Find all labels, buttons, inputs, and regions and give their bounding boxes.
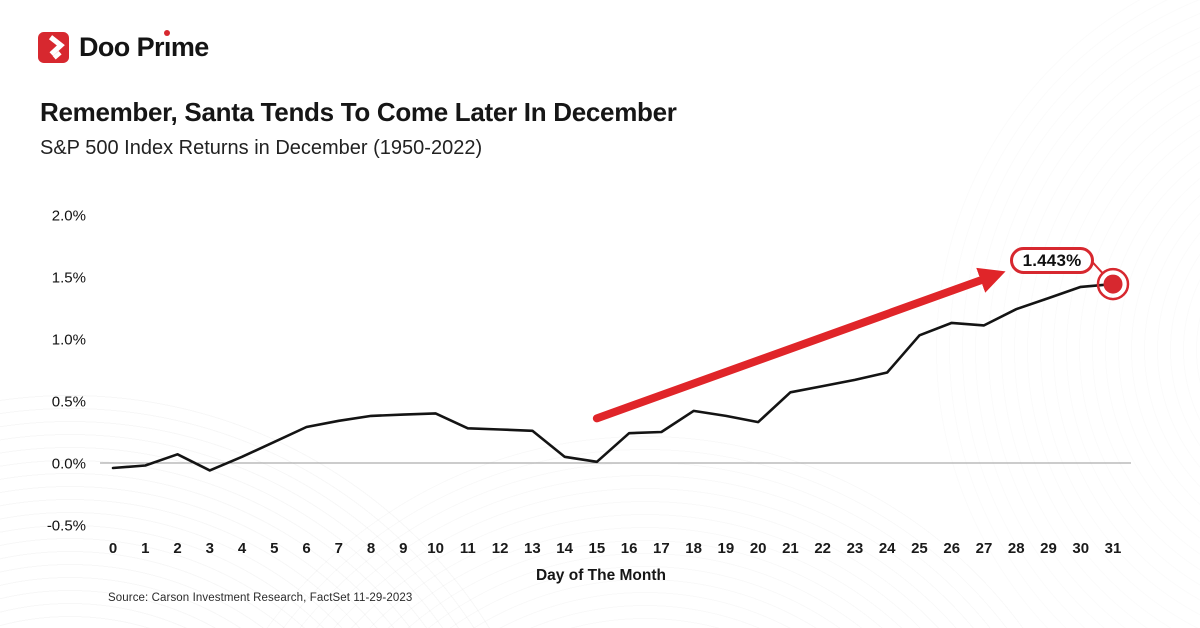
y-tick-label: 1.0% <box>52 332 86 349</box>
x-tick-label: 7 <box>335 540 343 557</box>
x-tick-label: 18 <box>685 540 702 557</box>
x-tick-label: 4 <box>238 540 247 557</box>
endpoint-dot <box>1103 274 1123 294</box>
x-tick-label: 20 <box>750 540 767 557</box>
x-tick-label: 12 <box>492 540 509 557</box>
x-tick-label: 6 <box>302 540 310 557</box>
x-tick-label: 15 <box>589 540 606 557</box>
x-tick-label: 17 <box>653 540 670 557</box>
x-tick-label: 10 <box>427 540 444 557</box>
x-tick-label: 27 <box>976 540 993 557</box>
doo-prime-logo: Doo Prı me <box>38 30 209 63</box>
y-tick-label: 2.0% <box>52 208 86 225</box>
wordmark-part: Doo Pr <box>79 32 165 62</box>
x-tick-label: 14 <box>556 540 573 557</box>
x-tick-label: 31 <box>1105 540 1122 557</box>
y-tick-label: 1.5% <box>52 270 86 287</box>
x-tick-label: 1 <box>141 540 149 557</box>
x-tick-label: 30 <box>1072 540 1089 557</box>
source-note: Source: Carson Investment Research, Fact… <box>108 592 413 604</box>
annotation-callout: 1.443% <box>1010 247 1094 275</box>
x-tick-label: 24 <box>879 540 896 557</box>
i-dot-icon <box>164 30 171 36</box>
x-tick-label: 19 <box>718 540 735 557</box>
x-tick-label: 2 <box>173 540 181 557</box>
x-tick-label: 22 <box>814 540 831 557</box>
returns-line-series <box>111 282 1115 472</box>
x-tick-label: 5 <box>270 540 278 557</box>
x-tick-label: 0 <box>109 540 117 557</box>
x-tick-label: 25 <box>911 540 928 557</box>
x-tick-label: 8 <box>367 540 375 557</box>
x-tick-label: 11 <box>460 540 476 557</box>
x-tick-label: 13 <box>524 540 541 557</box>
x-tick-label: 29 <box>1040 540 1057 557</box>
trend-arrow <box>592 267 1006 423</box>
doo-prime-logo-icon <box>38 32 69 63</box>
wordmark-part: me <box>170 32 209 62</box>
x-tick-label: 9 <box>399 540 407 557</box>
x-tick-label: 3 <box>206 540 214 557</box>
wordmark-i: ı <box>163 30 171 62</box>
x-tick-label: 26 <box>943 540 960 557</box>
x-tick-label: 23 <box>847 540 864 557</box>
brand-wordmark: Doo Prı me <box>79 30 209 63</box>
x-axis-title: Day of The Month <box>536 567 666 584</box>
page-title: Remember, Santa Tends To Come Later In D… <box>40 97 677 127</box>
y-tick-label: 0.5% <box>52 394 86 411</box>
endpoint-ring <box>1096 267 1130 301</box>
x-tick-label: 21 <box>782 540 799 557</box>
annotation-value: 1.443% <box>1022 250 1082 270</box>
x-tick-label: 16 <box>621 540 638 557</box>
page-subtitle: S&P 500 Index Returns in December (1950-… <box>40 137 483 159</box>
x-tick-label: 28 <box>1008 540 1025 557</box>
y-tick-label: 0.0% <box>52 456 86 473</box>
y-tick-label: -0.5% <box>47 518 86 535</box>
